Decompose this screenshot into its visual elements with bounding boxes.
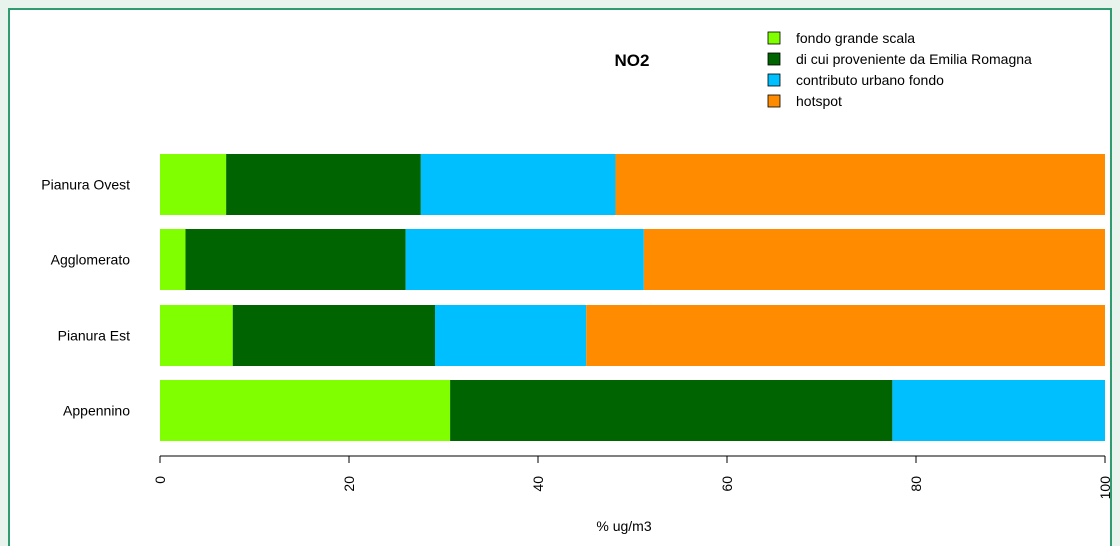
bar-segment-1-3 (420, 154, 616, 215)
bar-segment-3-1 (160, 305, 233, 366)
bar-segment-1-1 (160, 154, 227, 215)
bar-segment-1-4 (615, 154, 1105, 215)
bar-segment-2-4 (643, 229, 1105, 290)
x-tick-label: 100 (1097, 476, 1110, 500)
bar-segment-2-1 (160, 229, 186, 290)
plot-area: NO2 % ug/m3 Pianura Ovest Agglomerato Pian… (8, 8, 1113, 546)
stacked-bar-chart: NO2 % ug/m3 Pianura OvestAgglomeratoPian… (41, 30, 1113, 534)
bar-segment-2-2 (185, 229, 406, 290)
legend-swatch (767, 94, 781, 108)
category-label: Appennino (63, 403, 130, 419)
category-label: Pianura Est (58, 328, 130, 344)
legend-swatch (767, 31, 781, 45)
x-tick-label: 0 (152, 476, 168, 484)
category-label: Pianura Ovest (41, 177, 130, 193)
bar-segment-2-3 (405, 229, 644, 290)
bars-group (160, 154, 1105, 441)
bar-segment-3-2 (232, 305, 435, 366)
bar-segment-4-3 (892, 380, 1105, 441)
x-axis-label: % ug/m3 (596, 518, 651, 534)
bar-segment-3-4 (586, 305, 1105, 366)
x-tick-label: 20 (341, 476, 357, 492)
bar-segment-4-2 (450, 380, 893, 441)
bar-segment-3-3 (434, 305, 587, 366)
legend-label: contributo urbano fondo (796, 72, 944, 88)
legend-label: fondo grande scala (796, 30, 915, 46)
category-label: Agglomerato (51, 252, 131, 268)
x-tick-label: 40 (530, 476, 546, 492)
legend-swatch (767, 52, 781, 66)
bar-segment-1-2 (226, 154, 421, 215)
legend-swatch (767, 73, 781, 87)
legend-label: hotspot (796, 93, 842, 109)
bar-segment-4-1 (160, 380, 451, 441)
x-tick-label: 60 (719, 476, 735, 492)
legend-label: di cui proveniente da Emilia Romagna (796, 51, 1032, 67)
x-axis: 0 20 40 60 80 100 (152, 455, 1113, 500)
y-axis-labels: Pianura Ovest Agglomerato Pianura Est Appen… (41, 177, 130, 419)
x-tick-label: 80 (908, 476, 924, 492)
legend: fondo grande scala di cui proveniente da … (767, 30, 1032, 109)
chart-title: NO2 (615, 51, 650, 70)
